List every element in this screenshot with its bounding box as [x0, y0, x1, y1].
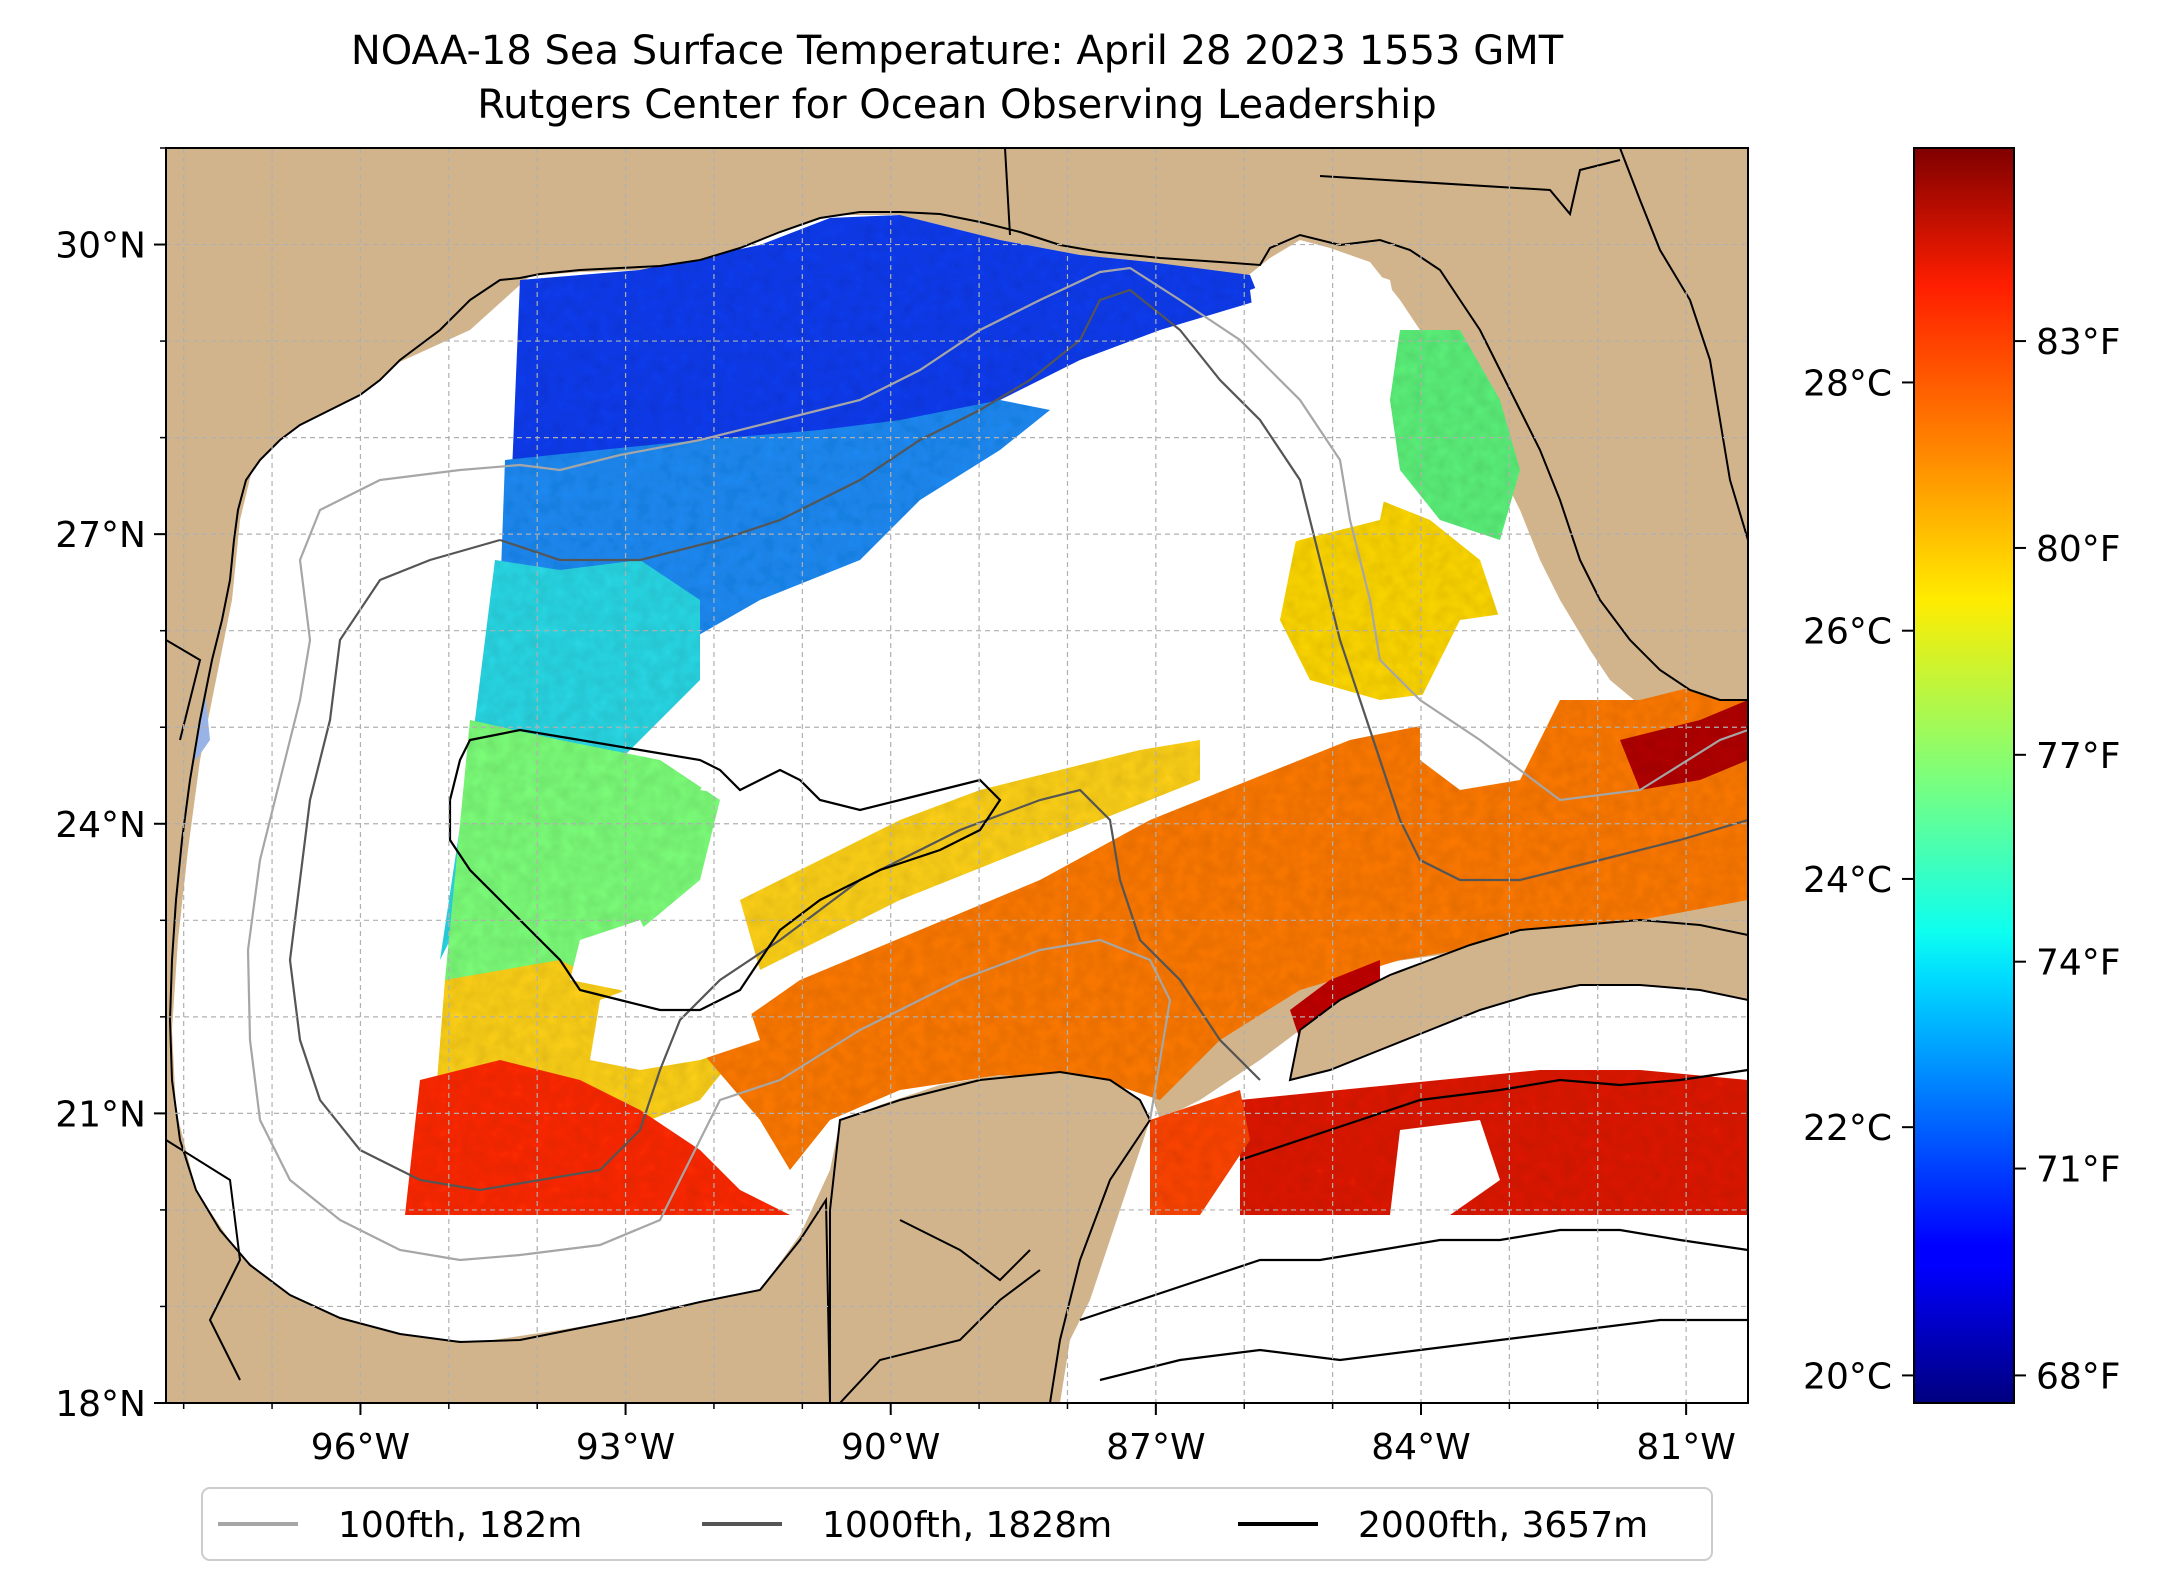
- sst-orange-center: [700, 660, 1748, 1170]
- colorbar-f-tick-label: 83°F: [2036, 322, 2121, 363]
- map-panel: [166, 148, 1748, 1403]
- cuba-land: [1288, 918, 1748, 1082]
- colorbar: 20°C 22°C 24°C 26°C 28°C 68°F 71°F 74°F 77°F 80°…: [1803, 147, 2121, 1404]
- colorbar-fahrenheit-axis: 68°F 71°F 74°F 77°F 80°F 83°F: [2014, 322, 2121, 1397]
- border-mexico-guatemala: [839, 1269, 1041, 1403]
- border-fl-ga: [1319, 159, 1621, 217]
- colorbar-c-tick-label: 20°C: [1803, 1356, 1892, 1397]
- florida-land: [166, 148, 1748, 1403]
- lon-tick-label: 93°W: [576, 1427, 675, 1468]
- border-ms-al: [1004, 148, 1011, 236]
- lat-tick-label: 30°N: [55, 226, 146, 267]
- chart-subtitle: Rutgers Center for Ocean Observing Leade…: [477, 82, 1437, 128]
- lat-axis: 30°N 27°N 24°N 21°N 18°N: [55, 147, 166, 1425]
- lon-tick-label: 96°W: [311, 1427, 410, 1468]
- political-borders: [166, 148, 1621, 1403]
- lat-tick-label: 24°N: [55, 805, 146, 846]
- lat-tick-label: 27°N: [55, 515, 146, 556]
- colorbar-f-tick-label: 74°F: [2036, 943, 2121, 984]
- cloud-gap-central: [700, 360, 1390, 800]
- cloud-gap-gulf-center: [590, 970, 760, 1070]
- cloud-gap-south: [1390, 1120, 1500, 1215]
- lon-tick-label: 81°W: [1636, 1427, 1735, 1468]
- chart-title: NOAA-18 Sea Surface Temperature: April 2…: [351, 28, 1564, 74]
- legend-label-1000fth: 1000fth, 1828m: [822, 1505, 1112, 1546]
- contour-100fth: [246, 266, 1748, 1262]
- colorbar-f-tick-label: 77°F: [2036, 736, 2121, 777]
- cloud-gaps: [570, 260, 1560, 1215]
- cloud-gap-northeast: [1250, 260, 1400, 400]
- sst-red-south: [1240, 1070, 1748, 1215]
- border-mexico-interior-2: [166, 1139, 242, 1381]
- cloud-gap-west: [570, 920, 660, 990]
- contour-1000fth: [288, 288, 1748, 1192]
- contour-2000fth: [448, 728, 1748, 1382]
- sst-red-yucatan: [1150, 1090, 1250, 1215]
- sst-green-west: [445, 720, 720, 1010]
- colorbar-c-tick-label: 24°C: [1803, 860, 1892, 901]
- colorbar-f-tick-label: 71°F: [2036, 1150, 2121, 1191]
- sst-darkred-keys: [1620, 700, 1748, 790]
- map-frame: [165, 147, 1749, 1404]
- lat-tick-label: 21°N: [55, 1094, 146, 1135]
- colorbar-c-tick-label: 26°C: [1803, 612, 1892, 653]
- cloud-gap-east: [1420, 610, 1560, 790]
- legend-label-100fth: 100fth, 182m: [338, 1505, 582, 1546]
- colorbar-celsius-axis: 20°C 22°C 24°C 26°C 28°C: [1803, 363, 1914, 1397]
- sst-red-southwest: [405, 1060, 790, 1215]
- sst-yellow-center: [740, 740, 1200, 970]
- sst-green-northeast: [1390, 330, 1520, 540]
- legend-label-2000fth: 2000fth, 3657m: [1358, 1505, 1648, 1546]
- lon-tick-label: 84°W: [1371, 1427, 1470, 1468]
- lon-tick-label: 90°W: [841, 1427, 940, 1468]
- lat-tick-label: 18°N: [55, 1384, 146, 1425]
- yucatan-land: [829, 1070, 1152, 1403]
- colorbar-f-tick-label: 68°F: [2036, 1356, 2121, 1397]
- legend: 100fth, 182m 1000fth, 1828m 2000fth, 365…: [201, 1487, 1713, 1561]
- border-mexico-interior-1: [166, 639, 202, 741]
- sst-swath: [405, 215, 1748, 1215]
- colorbar-gradient: [1913, 147, 2015, 1404]
- colorbar-f-tick-label: 80°F: [2036, 529, 2121, 570]
- border-yucatan-states: [899, 1219, 1031, 1282]
- bathymetry-contours: [246, 266, 1748, 1382]
- colorbar-c-tick-label: 22°C: [1803, 1108, 1892, 1149]
- colorbar-c-tick-label: 28°C: [1803, 363, 1892, 404]
- lon-axis: 96°W 93°W 90°W 87°W 84°W 81°W: [182, 1403, 1736, 1468]
- legend-box: [201, 1487, 1713, 1561]
- gridlines: [166, 148, 1748, 1403]
- lon-tick-label: 87°W: [1106, 1427, 1205, 1468]
